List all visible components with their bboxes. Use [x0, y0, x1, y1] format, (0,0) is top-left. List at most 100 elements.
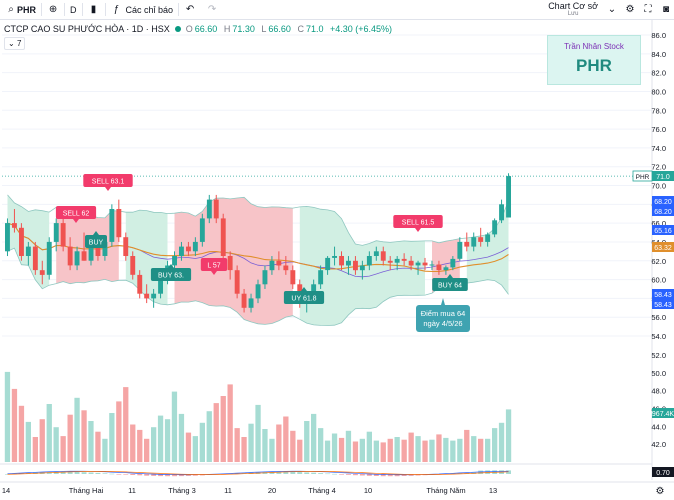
candle-body — [373, 251, 379, 256]
bollinger-zone — [7, 194, 50, 289]
candle-body — [499, 204, 504, 221]
oscillator-bar — [95, 472, 101, 474]
volume-bar — [359, 438, 365, 462]
volume-bar — [234, 428, 240, 462]
price-tick-label: 84.0 — [651, 50, 666, 59]
oscillator-bar — [311, 472, 317, 474]
price-tag — [652, 196, 674, 206]
volume-bar — [311, 413, 317, 462]
volume-bar — [213, 403, 219, 462]
candle-body — [102, 241, 108, 256]
candle-body — [353, 260, 358, 271]
bollinger-zone — [174, 197, 293, 325]
compare-button[interactable]: ⊕ — [42, 0, 64, 19]
price-tag-value: 58.43 — [654, 302, 672, 309]
price-tag — [652, 289, 674, 299]
candle-body — [123, 237, 129, 256]
open-value: 66.60 — [194, 24, 218, 34]
candle-body — [366, 256, 372, 266]
candle-body — [506, 176, 511, 218]
volume-bar — [11, 388, 18, 462]
symbol-search[interactable]: ⌕ PHR — [0, 0, 41, 19]
candle-body — [206, 199, 212, 219]
ohlc-values: O 66.60 H 71.30 L 66.60 C 71.0 +4.30 (+6.45%… — [186, 24, 394, 34]
change-value: +4.30 (+6.45%) — [329, 24, 393, 34]
oscillator-bar — [123, 474, 129, 475]
chevron-down-icon: ⌄ — [8, 39, 17, 48]
chart-type-button[interactable]: ▮ — [83, 0, 105, 19]
chevron-down-icon[interactable]: ⌄ — [607, 3, 617, 15]
interval-button[interactable]: D — [70, 4, 77, 15]
candle-body — [415, 262, 421, 266]
volume-bar — [380, 442, 386, 462]
volume-bar — [450, 440, 456, 462]
volume-bar — [171, 391, 178, 462]
redo-button[interactable]: ↷ — [201, 0, 223, 19]
oscillator-bar — [380, 474, 386, 477]
signal-label: L 57 — [207, 263, 220, 270]
volume-bar — [46, 404, 52, 462]
price-tag — [652, 408, 674, 418]
candle-body — [359, 265, 365, 271]
price-tick-label: 52.0 — [651, 351, 666, 360]
candle-body — [220, 218, 226, 256]
volume-bar — [401, 439, 407, 462]
oscillator-pane — [5, 470, 511, 477]
time-tick-label: 20 — [268, 486, 276, 495]
volume-bar — [318, 428, 324, 462]
volume-bar — [262, 429, 268, 462]
oscillator-bar — [269, 471, 275, 474]
candle-body — [346, 260, 351, 266]
layout-selector[interactable]: Chart Cơ sở Lưu — [540, 1, 606, 18]
volume-bar — [185, 432, 192, 462]
signal-badge-sell — [83, 174, 133, 187]
bollinger-lower — [7, 247, 509, 326]
candle-body — [199, 218, 205, 242]
time-tick-label: 13 — [489, 486, 497, 495]
bollinger-zone — [466, 200, 509, 295]
oscillator-bar — [318, 473, 324, 474]
volume-bar — [269, 438, 275, 462]
price-tag — [652, 242, 674, 252]
signal-badge-buy — [283, 291, 325, 304]
indicators-toggle[interactable]: ⌄ 7 — [4, 37, 26, 50]
redo-icon: ↷ — [207, 3, 217, 15]
volume-bar — [324, 440, 331, 462]
candles-icon: ▮ — [90, 3, 97, 15]
camera-icon[interactable]: ◙ — [662, 3, 670, 15]
function-icon: ƒ — [113, 3, 120, 15]
candle-body — [471, 237, 477, 247]
axis-settings-icon[interactable]: ⚙ — [656, 486, 665, 497]
time-tick-label: Tháng Năm — [426, 486, 465, 495]
price-tag — [652, 299, 674, 309]
gear-icon[interactable]: ⚙ — [625, 3, 635, 15]
price-tick-label: 54.0 — [651, 332, 666, 341]
signal-pointer — [447, 274, 453, 278]
candle-body — [436, 264, 442, 271]
oscillator-bar — [339, 474, 344, 475]
candle-body — [95, 243, 101, 256]
candle-body — [394, 258, 400, 263]
volume-bar — [352, 441, 359, 462]
time-tick-label: Tháng Hai — [69, 486, 104, 495]
oscillator-bar — [283, 471, 289, 474]
volume-bar — [297, 439, 303, 462]
price-tag — [652, 225, 674, 235]
indicator-count: 7 — [16, 39, 22, 48]
indicators-button[interactable]: ƒ Các chỉ báo — [106, 0, 179, 19]
price-tags: PHR 71.0 68.20 68.20 65.16 63.32 58.43 58.43 967… — [632, 170, 674, 477]
price-tick-label: 70.0 — [651, 182, 666, 191]
signal-badge-sell — [55, 206, 97, 219]
fullscreen-icon[interactable]: ⛶ — [644, 3, 652, 15]
market-status-dot — [174, 26, 181, 32]
volume-bar — [39, 419, 45, 462]
signal-pointer — [105, 187, 111, 191]
undo-button[interactable]: ↶ — [179, 0, 201, 19]
oscillator-bar — [346, 474, 351, 475]
candle-body — [387, 260, 393, 263]
candle-body — [25, 246, 31, 256]
oscillator-bar — [137, 474, 143, 476]
symbol-title[interactable]: CTCP CAO SU PHƯỚC HÒA · 1D · HSX — [4, 24, 170, 34]
price-tick-label: 78.0 — [651, 106, 666, 115]
